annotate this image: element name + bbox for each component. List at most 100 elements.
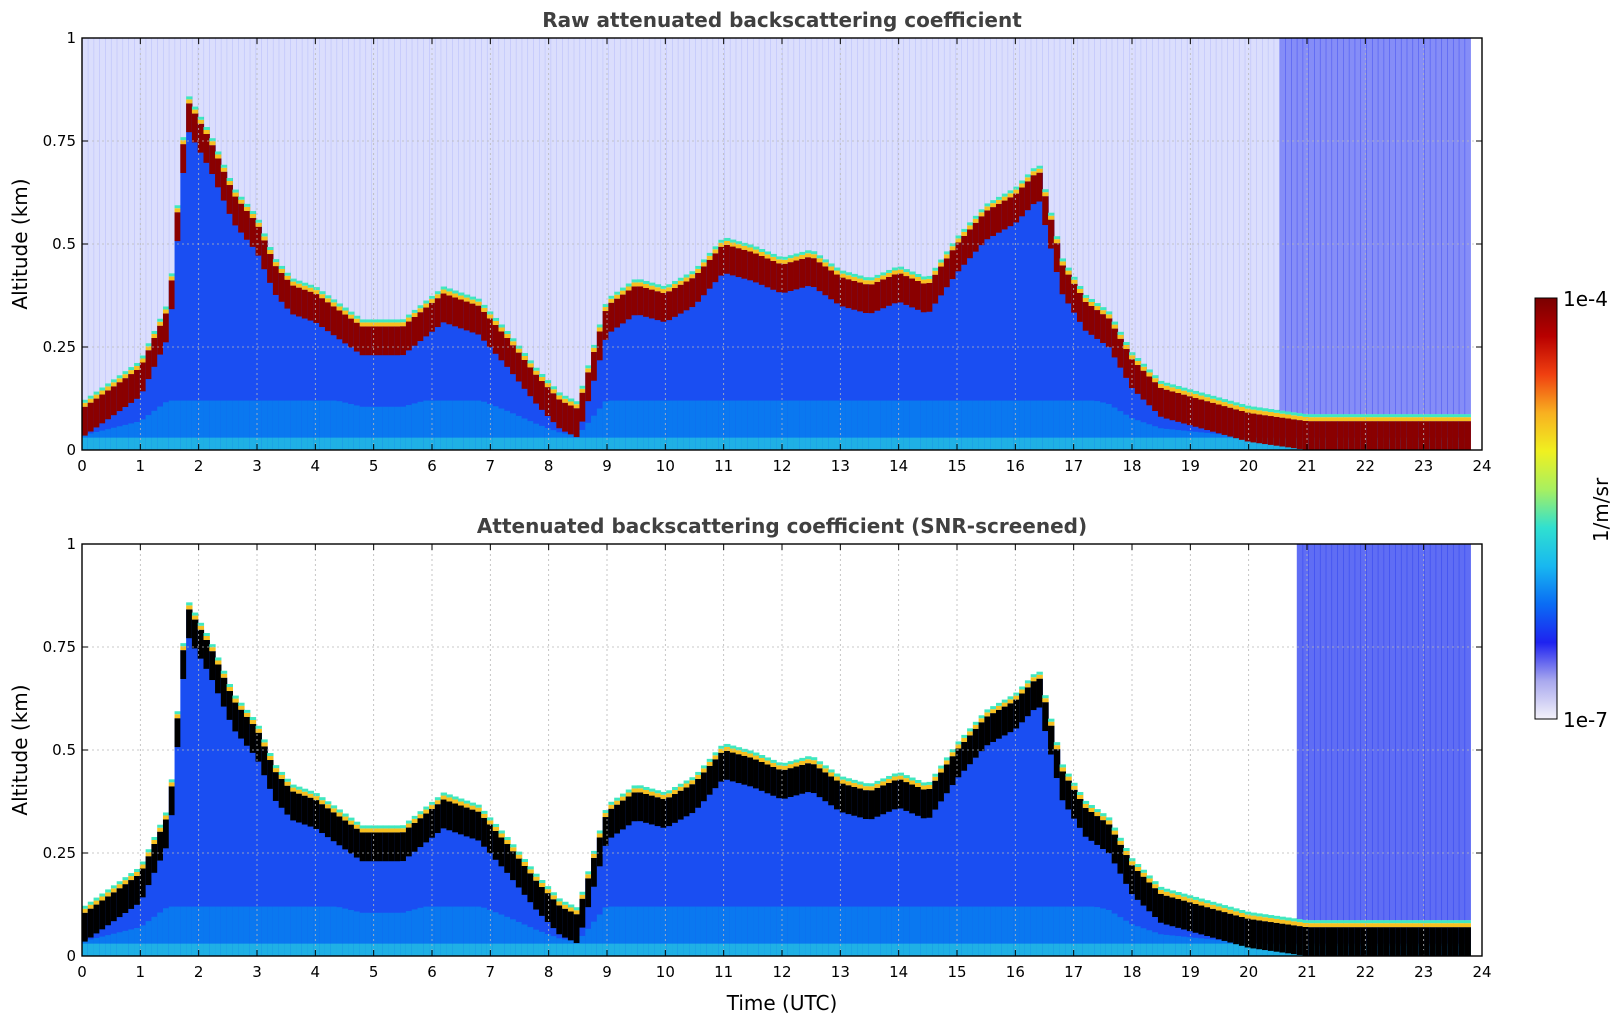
heatmap-column bbox=[614, 797, 621, 956]
x-tick-label: 0 bbox=[77, 457, 87, 475]
heatmap-column bbox=[596, 38, 604, 450]
heatmap-column bbox=[1233, 908, 1240, 956]
heatmap-column bbox=[886, 38, 893, 450]
heatmap-column bbox=[400, 38, 407, 450]
heatmap-column bbox=[828, 769, 835, 956]
heatmap-column bbox=[1406, 544, 1414, 956]
heatmap-column bbox=[810, 38, 818, 450]
heatmap-column bbox=[510, 844, 517, 956]
heatmap-column bbox=[405, 38, 413, 450]
heatmap-column bbox=[1424, 544, 1431, 956]
heatmap-column bbox=[1140, 38, 1147, 450]
heatmap-column bbox=[267, 753, 274, 956]
heatmap-column bbox=[151, 836, 158, 956]
heatmap-column bbox=[938, 38, 945, 450]
x-tick-label: 18 bbox=[1122, 963, 1141, 981]
heatmap-column bbox=[955, 38, 962, 450]
heatmap-column bbox=[377, 38, 384, 450]
heatmap-column bbox=[643, 38, 650, 450]
heatmap-column bbox=[1181, 893, 1188, 956]
heatmap-column bbox=[1215, 38, 1223, 450]
heatmap-column bbox=[1094, 809, 1101, 956]
heatmap-column bbox=[1053, 38, 1061, 450]
heatmap-column bbox=[544, 38, 552, 450]
y-tick-label: 0.5 bbox=[52, 741, 76, 759]
heatmap-column bbox=[498, 38, 505, 450]
heatmap-column bbox=[735, 38, 743, 450]
heatmap-column bbox=[186, 38, 193, 450]
heatmap-column bbox=[203, 633, 210, 956]
heatmap-column bbox=[1152, 38, 1159, 450]
heatmap-column bbox=[891, 773, 899, 956]
heatmap-column bbox=[753, 38, 760, 450]
heatmap-column bbox=[423, 38, 430, 450]
heatmap-column bbox=[1429, 544, 1437, 956]
heatmap-column bbox=[1464, 38, 1471, 450]
heatmap-column bbox=[1030, 674, 1038, 956]
heatmap-column bbox=[1325, 38, 1333, 450]
heatmap-column bbox=[1360, 38, 1367, 450]
heatmap-column bbox=[122, 38, 129, 450]
heatmap-column bbox=[984, 38, 991, 450]
heatmap-column bbox=[475, 38, 482, 450]
x-tick-label: 21 bbox=[1297, 457, 1316, 475]
x-tick-label: 9 bbox=[602, 457, 612, 475]
colorbar-min-label: 1e-7 bbox=[1563, 708, 1608, 732]
heatmap-column bbox=[1065, 773, 1072, 956]
heatmap-column bbox=[631, 785, 638, 956]
heatmap-column bbox=[666, 790, 673, 956]
heatmap-column bbox=[423, 806, 430, 956]
heatmap-column bbox=[1117, 837, 1124, 956]
heatmap-column bbox=[591, 850, 598, 956]
heatmap-column bbox=[458, 798, 465, 956]
heatmap-column bbox=[394, 825, 401, 956]
heatmap-column bbox=[1343, 544, 1350, 956]
heatmap-column bbox=[382, 38, 390, 450]
heatmap-column bbox=[1019, 686, 1026, 956]
heatmap-column bbox=[695, 771, 702, 956]
heatmap-column bbox=[434, 38, 442, 450]
heatmap-column bbox=[1354, 38, 1362, 450]
heatmap-column bbox=[498, 830, 505, 956]
heatmap-column bbox=[961, 38, 968, 450]
heatmap-column bbox=[1400, 38, 1408, 450]
heatmap-column bbox=[1105, 38, 1113, 450]
heatmap-column bbox=[585, 38, 592, 450]
heatmap-column bbox=[249, 717, 257, 956]
heatmap-column bbox=[1071, 782, 1078, 956]
heatmap-column bbox=[967, 38, 974, 450]
heatmap-column bbox=[776, 762, 783, 956]
heatmap-column bbox=[706, 38, 714, 450]
heatmap-column bbox=[469, 38, 476, 450]
heatmap-column bbox=[562, 901, 569, 956]
heatmap-column bbox=[504, 38, 511, 450]
heatmap-column bbox=[1377, 544, 1385, 956]
x-tick-label: 12 bbox=[772, 963, 791, 981]
heatmap-column bbox=[1441, 38, 1448, 450]
heatmap-column bbox=[348, 38, 355, 450]
heatmap-column bbox=[666, 38, 673, 450]
heatmap-column bbox=[938, 765, 945, 956]
heatmap-column bbox=[862, 38, 870, 450]
heatmap-column bbox=[1360, 544, 1367, 956]
heatmap-column bbox=[1383, 544, 1390, 956]
heatmap-column bbox=[342, 813, 349, 956]
heatmap-column bbox=[591, 38, 598, 450]
heatmap-column bbox=[1210, 38, 1217, 450]
heatmap-column bbox=[1348, 544, 1356, 956]
heatmap-column bbox=[810, 757, 818, 956]
x-tick-label: 10 bbox=[656, 457, 675, 475]
heatmap-column bbox=[1192, 896, 1200, 956]
x-tick-label: 24 bbox=[1472, 963, 1491, 981]
heatmap-column bbox=[255, 725, 262, 956]
heatmap-column bbox=[677, 38, 685, 450]
x-tick-label: 3 bbox=[252, 457, 262, 475]
heatmap-column bbox=[1221, 905, 1228, 956]
heatmap-column bbox=[735, 747, 743, 956]
x-tick-label: 9 bbox=[602, 963, 612, 981]
heatmap-column bbox=[243, 38, 251, 450]
heatmap-column bbox=[1076, 38, 1084, 450]
heatmap-column bbox=[122, 877, 129, 956]
heatmap-column bbox=[978, 38, 986, 450]
heatmap-column bbox=[643, 786, 650, 956]
